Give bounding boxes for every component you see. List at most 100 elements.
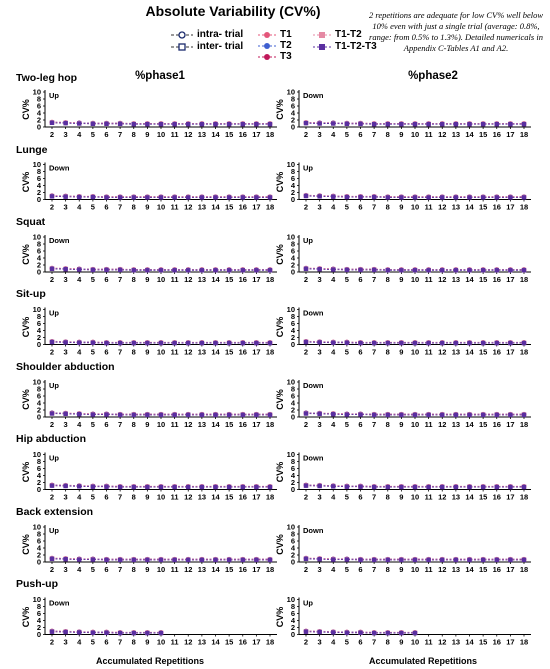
x-tick-label: 8	[132, 130, 136, 139]
point-t1t2t3	[385, 630, 390, 636]
y-tick-label: 6	[37, 392, 41, 401]
point-t1t2t3	[467, 195, 472, 200]
point-t1t2t3	[226, 557, 232, 563]
point-t1t2t3	[145, 557, 150, 563]
x-tick-label: 16	[239, 130, 247, 139]
point-t1t2t3	[77, 194, 82, 200]
x-tick-label: 2	[304, 130, 308, 139]
x-tick-label: 14	[465, 348, 474, 357]
point-t1t2t3	[145, 412, 150, 418]
y-tick-label: 4	[37, 616, 42, 625]
x-tick-label: 3	[318, 493, 322, 502]
point-t1t2t3	[399, 630, 404, 636]
y-tick-label: 10	[287, 233, 295, 242]
x-tick-label: 17	[506, 348, 514, 357]
x-tick-label: 7	[372, 420, 376, 429]
y-tick-label: 6	[37, 247, 41, 256]
x-tick-label: 11	[171, 565, 179, 574]
point-t1t2t3	[399, 412, 404, 418]
y-tick-label: 8	[291, 312, 295, 321]
point-t1t2t3	[226, 122, 232, 127]
point-t1t2t3	[440, 340, 445, 346]
x-tick-label: 18	[520, 275, 528, 284]
x-tick-label: 5	[345, 420, 349, 429]
x-tick-label: 10	[411, 348, 419, 357]
point-t1t2t3	[303, 120, 309, 126]
x-tick-label: 2	[304, 203, 308, 212]
x-tick-label: 4	[331, 493, 336, 502]
point-t1t2t3	[104, 340, 109, 346]
y-tick-label: 0	[291, 558, 295, 567]
x-tick-label: 15	[225, 203, 233, 212]
y-tick-label: 0	[37, 268, 41, 277]
x-tick-label: 18	[266, 638, 274, 647]
x-tick-label: 6	[104, 203, 108, 212]
point-t1t2t3	[226, 268, 232, 273]
x-tick-label: 8	[386, 130, 390, 139]
point-t1t2t3	[226, 484, 232, 490]
x-tick-label: 18	[520, 348, 528, 357]
x-tick-label: 16	[493, 493, 501, 502]
x-tick-label: 13	[452, 638, 460, 647]
point-t1t2t3	[77, 630, 82, 635]
series-line-t1t2t3	[305, 631, 415, 634]
x-tick-label: 17	[252, 130, 260, 139]
x-tick-label: 2	[50, 565, 54, 574]
x-tick-label: 18	[266, 565, 274, 574]
x-tick-label: 2	[304, 638, 308, 647]
x-tick-label: 18	[520, 638, 528, 647]
x-tick-label: 16	[493, 130, 501, 139]
point-t1t2t3	[117, 340, 123, 346]
x-tick-label: 5	[91, 420, 95, 429]
x-tick-label: 12	[438, 420, 446, 429]
y-tick-label: 4	[291, 254, 296, 263]
point-t1t2t3	[104, 630, 109, 635]
y-axis-label: CV%	[275, 389, 285, 410]
point-t1t2t3	[131, 340, 136, 346]
point-t1t2t3	[267, 557, 273, 563]
x-tick-label: 6	[104, 565, 108, 574]
point-t1t2t3	[199, 268, 205, 273]
point-t1t2t3	[358, 412, 363, 417]
x-tick-label: 8	[386, 565, 390, 574]
y-axis-label: CV%	[275, 99, 285, 120]
y-tick-label: 10	[33, 595, 41, 604]
y-tick-label: 10	[33, 378, 41, 387]
x-tick-label: 8	[386, 638, 390, 647]
x-tick-label: 5	[345, 565, 349, 574]
y-tick-label: 6	[37, 174, 41, 183]
legend-intra-marker	[171, 31, 193, 39]
point-t1t2t3	[213, 412, 218, 418]
x-tick-label: 12	[438, 203, 446, 212]
point-t1t2t3	[186, 340, 191, 346]
point-t1t2t3	[480, 340, 486, 346]
x-tick-label: 8	[132, 638, 136, 647]
y-axis-label: CV%	[275, 607, 285, 628]
point-t1t2t3	[344, 121, 350, 127]
point-t1t2t3	[317, 483, 322, 489]
point-t1t2t3	[131, 195, 136, 200]
x-tick-label: 9	[145, 565, 149, 574]
x-tick-label: 7	[118, 493, 122, 502]
point-t1t2t3	[131, 268, 136, 273]
y-tick-label: 8	[37, 312, 41, 321]
x-tick-label: 5	[345, 348, 349, 357]
annotation-note: 2 repetitions are adequate for low CV% w…	[368, 10, 544, 53]
point-t1t2t3	[317, 194, 322, 199]
point-t1t2t3	[385, 557, 390, 563]
legend-t1t2-marker	[313, 32, 331, 38]
point-t1t2t3	[117, 412, 123, 418]
x-tick-label: 18	[520, 203, 528, 212]
x-tick-label: 14	[465, 565, 474, 574]
x-tick-label: 8	[386, 275, 390, 284]
point-t1t2t3	[453, 557, 459, 563]
point-t1t2t3	[440, 122, 445, 127]
legend-t1t2t3-marker	[313, 44, 331, 50]
x-tick-label: 11	[425, 638, 433, 647]
point-t1t2t3	[186, 122, 191, 127]
y-axis-label: CV%	[21, 99, 31, 120]
point-t1t2t3	[267, 122, 273, 127]
